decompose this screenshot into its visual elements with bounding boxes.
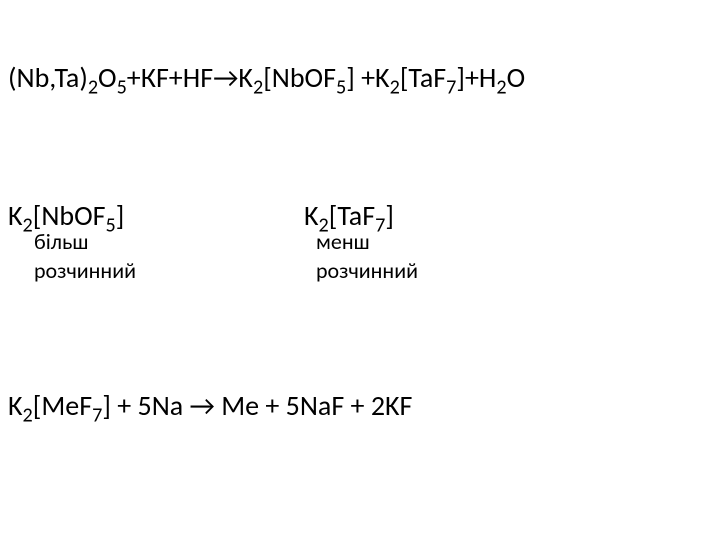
equation-3: K2[MeF7] + 5Na → Me + 5NaF + 2KF bbox=[8, 388, 412, 423]
note-more-soluble: більш розчинний bbox=[34, 228, 136, 285]
subscript: 7 bbox=[92, 404, 102, 428]
formula-text: ] +K bbox=[346, 60, 389, 95]
formula-text: ] + 5Na → Me + 5NaF + 2KF bbox=[102, 388, 412, 423]
formula-text: +КF+HF→K bbox=[127, 60, 253, 95]
formula-text: (Nb,Ta) bbox=[8, 60, 88, 95]
note-line: розчинний bbox=[34, 257, 136, 286]
formula-text: K bbox=[8, 388, 23, 423]
formula-text: ]+H bbox=[456, 60, 496, 95]
subscript: 2 bbox=[253, 76, 263, 100]
subscript: 7 bbox=[446, 76, 456, 100]
subscript: 5 bbox=[117, 76, 127, 100]
formula-text: O bbox=[507, 60, 526, 95]
note-line: розчинний bbox=[316, 257, 418, 286]
subscript: 2 bbox=[23, 214, 33, 238]
equation-1: (Nb,Ta)2O5+КF+HF→K2[NbOF5] +K2[TaF7]+H2O bbox=[8, 60, 525, 95]
note-line: більш bbox=[34, 228, 136, 257]
formula-text: O bbox=[98, 60, 117, 95]
formula-text: [NbOF bbox=[263, 60, 336, 95]
subscript: 5 bbox=[336, 76, 346, 100]
subscript: 2 bbox=[496, 76, 506, 100]
subscript: 2 bbox=[390, 76, 400, 100]
note-less-soluble: менш розчинний bbox=[316, 228, 418, 285]
formula-text: K bbox=[8, 198, 23, 233]
formula-text: [TaF bbox=[400, 60, 446, 95]
subscript: 2 bbox=[88, 76, 98, 100]
subscript: 2 bbox=[23, 404, 33, 428]
note-line: менш bbox=[316, 228, 418, 257]
formula-text: [MeF bbox=[33, 388, 92, 423]
